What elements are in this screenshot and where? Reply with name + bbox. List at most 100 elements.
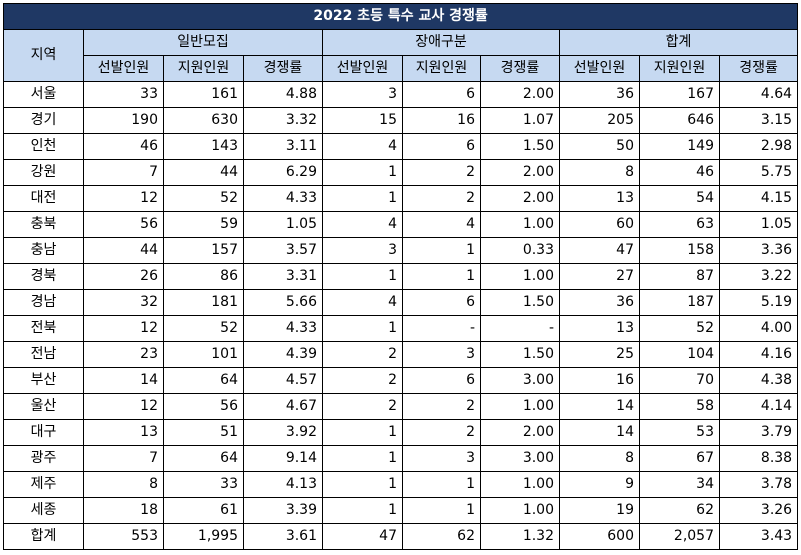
total-applicants-cell: 167 [639, 81, 720, 108]
sub-header-selected: 선발인원 [322, 55, 403, 82]
table-row: 경북 26 86 3.31 1 1 1.00 27 87 3.22 [3, 263, 799, 290]
disability-selected-cell: 2 [322, 367, 403, 394]
general-ratio-cell: 4.57 [243, 367, 323, 394]
disability-ratio-cell: 1.00 [480, 263, 560, 290]
region-cell: 인천 [3, 133, 84, 160]
table-row: 충북 56 59 1.05 4 4 1.00 60 63 1.05 [3, 211, 799, 238]
general-applicants-cell: 86 [163, 263, 244, 290]
disability-applicants-cell: 2 [402, 159, 481, 186]
disability-ratio-cell: 0.33 [480, 237, 560, 264]
group-header-total: 합계 [558, 29, 799, 56]
total-applicants-cell: 54 [639, 185, 720, 212]
general-selected-cell: 12 [83, 393, 164, 420]
disability-applicants-cell: 1 [402, 263, 481, 290]
general-ratio-cell: 3.11 [243, 133, 323, 160]
disability-selected-cell: 1 [322, 185, 403, 212]
table-row: 세종 18 61 3.39 1 1 1.00 19 62 3.26 [3, 497, 799, 524]
total-selected-cell: 8 [559, 159, 640, 186]
disability-selected-cell: 2 [322, 341, 403, 368]
general-ratio-cell: 5.66 [243, 289, 323, 316]
general-ratio-cell: 3.39 [243, 497, 323, 524]
disability-selected-cell: 1 [322, 419, 403, 446]
general-selected-cell: 13 [83, 419, 164, 446]
table-row: 부산 14 64 4.57 2 6 3.00 16 70 4.38 [3, 367, 799, 394]
general-applicants-cell: 56 [163, 393, 244, 420]
disability-ratio-cell: - [480, 315, 560, 342]
general-applicants-cell: 181 [163, 289, 244, 316]
total-selected-cell: 47 [559, 237, 640, 264]
disability-applicants-cell: 6 [402, 81, 481, 108]
disability-ratio-cell: 1.00 [480, 471, 560, 498]
region-cell: 광주 [3, 445, 84, 472]
region-cell: 경북 [3, 263, 84, 290]
table-row: 전북 12 52 4.33 1- -13 52 4.00 [3, 315, 799, 342]
total-selected-cell: 19 [559, 497, 640, 524]
table-row: 대전 12 52 4.33 1 2 2.00 13 54 4.15 [3, 185, 799, 212]
general-ratio-cell: 3.57 [243, 237, 323, 264]
region-cell: 대전 [3, 185, 84, 212]
region-cell: 대구 [3, 419, 84, 446]
region-cell: 경남 [3, 289, 84, 316]
total-selected-cell: 27 [559, 263, 640, 290]
total-ratio-cell: 4.38 [718, 367, 799, 394]
total-applicants-cell: 187 [639, 289, 720, 316]
disability-selected-cell: 1 [322, 263, 403, 290]
total-ratio-cell: 5.75 [718, 159, 799, 186]
general-ratio-cell: 4.39 [243, 341, 323, 368]
table-row: 경남 32 181 5.66 4 6 1.50 36 187 5.19 [3, 289, 799, 316]
total-ratio-cell: 3.15 [718, 107, 799, 134]
general-ratio-cell: 3.32 [243, 107, 323, 134]
general-selected-cell: 23 [83, 341, 164, 368]
general-applicants-cell: 51 [163, 419, 244, 446]
disability-selected-cell: 4 [322, 289, 403, 316]
total-ratio-cell: 4.15 [718, 185, 799, 212]
disability-applicants-cell: - [402, 315, 481, 342]
sub-header-selected: 선발인원 [559, 55, 640, 82]
disability-applicants-cell: 6 [402, 133, 481, 160]
total-ratio-cell: 3.43 [718, 523, 799, 550]
table-row: 합계 553 1,995 3.61 47 62 1.32 600 2,057 3.43 [3, 523, 799, 550]
general-selected-cell: 26 [83, 263, 164, 290]
general-selected-cell: 553 [83, 523, 164, 550]
general-ratio-cell: 4.13 [243, 471, 323, 498]
table-body: 서울 33 161 4.88 3 6 2.00 36 167 4.64 경기 190 630 3.32 15… [3, 81, 799, 550]
table-row: 서울 33 161 4.88 3 6 2.00 36 167 4.64 [3, 81, 799, 108]
general-ratio-cell: 3.31 [243, 263, 323, 290]
general-selected-cell: 7 [83, 159, 164, 186]
total-applicants-cell: 62 [639, 497, 720, 524]
general-selected-cell: 12 [83, 185, 164, 212]
total-ratio-cell: 3.36 [718, 237, 799, 264]
table-row: 울산 12 56 4.67 2 2 1.00 14 58 4.14 [3, 393, 799, 420]
region-cell: 서울 [3, 81, 84, 108]
disability-applicants-cell: 6 [402, 367, 481, 394]
general-selected-cell: 14 [83, 367, 164, 394]
sub-header-ratio: 경쟁률 [480, 55, 560, 82]
general-selected-cell: 46 [83, 133, 164, 160]
general-applicants-cell: 161 [163, 81, 244, 108]
disability-selected-cell: 4 [322, 133, 403, 160]
total-ratio-cell: 2.98 [718, 133, 799, 160]
region-cell: 전남 [3, 341, 84, 368]
disability-ratio-cell: 1.00 [480, 497, 560, 524]
general-applicants-cell: 59 [163, 211, 244, 238]
general-selected-cell: 56 [83, 211, 164, 238]
total-applicants-cell: 34 [639, 471, 720, 498]
total-selected-cell: 14 [559, 419, 640, 446]
region-cell: 경기 [3, 107, 84, 134]
region-header: 지역 [3, 29, 84, 82]
general-selected-cell: 12 [83, 315, 164, 342]
table-row: 충남 44 157 3.57 3 1 0.33 47 158 3.36 [3, 237, 799, 264]
general-ratio-cell: 4.33 [243, 185, 323, 212]
total-selected-cell: 8 [559, 445, 640, 472]
sub-header-applicants: 지원인원 [639, 55, 720, 82]
table-title: 2022 초등 특수 교사 경쟁률 [2, 3, 799, 30]
disability-applicants-cell: 62 [402, 523, 481, 550]
general-ratio-cell: 4.88 [243, 81, 323, 108]
disability-applicants-cell: 2 [402, 419, 481, 446]
competition-table: 2022 초등 특수 교사 경쟁률 지역 일반모집 장애구분 합계 선발인원 지… [2, 3, 799, 550]
disability-ratio-cell: 2.00 [480, 159, 560, 186]
general-applicants-cell: 1,995 [163, 523, 244, 550]
total-applicants-cell: 67 [639, 445, 720, 472]
total-selected-cell: 13 [559, 185, 640, 212]
general-selected-cell: 33 [83, 81, 164, 108]
